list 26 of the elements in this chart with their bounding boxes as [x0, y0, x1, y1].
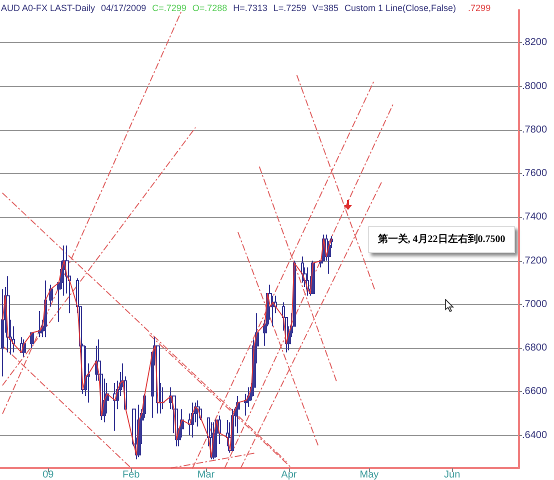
x-tick-label: Jun [444, 470, 460, 480]
y-tick-label: .7400 [522, 212, 548, 223]
chart-title: AUD A0-FX LAST-Daily [1, 3, 96, 13]
annotation: C=.7299 [152, 3, 186, 13]
y-tick-label: .7200 [522, 255, 548, 266]
y-tick-label: .8000 [522, 80, 548, 92]
annotation: V=385 [312, 3, 338, 13]
x-tick-label: Apr [281, 470, 298, 480]
annotation: 第一关, 4月22日左右到0.7500 [376, 233, 506, 245]
x-tick-label: Mar [197, 470, 216, 480]
annotation: L=.7259 [273, 3, 306, 13]
annotation: Custom 1 Line(Close,False) [344, 3, 456, 13]
x-tick-label: 09 [42, 470, 54, 480]
annotation: 04/17/2009 [101, 3, 146, 13]
y-tick-label: .8200 [522, 37, 548, 48]
x-tick-label: May [360, 470, 379, 480]
annotation: H=.7313 [233, 3, 268, 13]
y-tick-label: .7600 [522, 168, 548, 180]
y-tick-label: .6400 [522, 430, 548, 441]
y-tick-label: .7800 [522, 124, 548, 136]
annotation: .7299 [468, 3, 491, 13]
y-tick-label: .6800 [522, 342, 548, 354]
annotation: O=.7288 [192, 3, 228, 13]
y-tick-label: .7000 [522, 298, 548, 310]
x-tick-label: Feb [122, 470, 140, 480]
y-tick-label: .6600 [522, 386, 548, 398]
